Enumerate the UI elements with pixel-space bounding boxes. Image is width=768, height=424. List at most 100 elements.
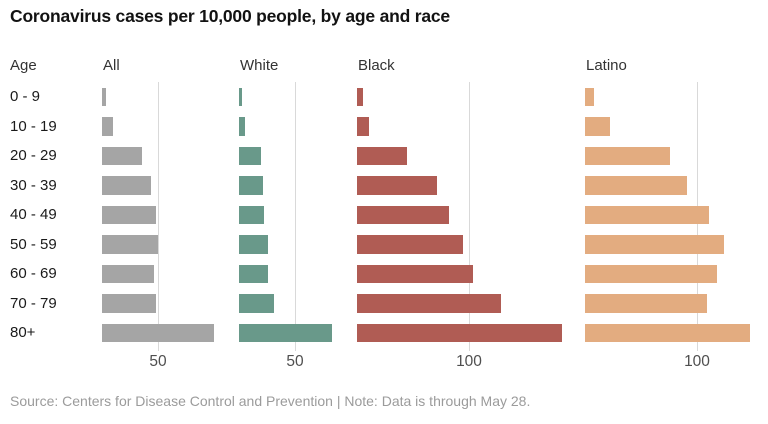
bar xyxy=(102,176,152,195)
bar-row xyxy=(585,171,768,201)
bar-row xyxy=(357,141,585,171)
bar-row xyxy=(102,171,239,201)
bar xyxy=(585,294,708,313)
bar-row xyxy=(239,82,357,112)
bar-row xyxy=(239,318,357,348)
panel-latino: 100 xyxy=(585,82,768,370)
panel-white: 50 xyxy=(239,82,357,370)
bar-row xyxy=(357,318,585,348)
panel-black: 100 xyxy=(357,82,585,370)
bar-row xyxy=(585,200,768,230)
bar-row xyxy=(239,289,357,319)
bar-row xyxy=(102,82,239,112)
axis-gridline xyxy=(295,82,296,351)
bar xyxy=(239,235,269,254)
bar-row xyxy=(357,82,585,112)
axis-tick-label: 50 xyxy=(286,353,304,370)
axis-tick-label: 100 xyxy=(684,353,710,370)
bar xyxy=(102,205,156,224)
bar xyxy=(585,176,687,195)
bar xyxy=(357,117,370,136)
age-label: 50 - 59 xyxy=(10,235,57,253)
bar xyxy=(102,146,143,165)
bar xyxy=(357,87,363,106)
bar xyxy=(102,87,107,106)
bar xyxy=(585,264,718,283)
bar-row xyxy=(239,141,357,171)
bar xyxy=(585,146,671,165)
bar-row xyxy=(102,141,239,171)
bar xyxy=(585,117,610,136)
bar-row xyxy=(239,112,357,142)
age-label: 10 - 19 xyxy=(10,117,57,135)
age-label: 80+ xyxy=(10,324,36,341)
bar-row xyxy=(585,318,768,348)
bar xyxy=(239,117,245,136)
age-label: 60 - 69 xyxy=(10,265,57,282)
bar xyxy=(239,87,243,106)
axis-tick-label: 100 xyxy=(456,353,482,370)
bar-row xyxy=(357,230,585,260)
age-label: 20 - 29 xyxy=(10,147,57,164)
bar-row xyxy=(239,259,357,289)
bar xyxy=(102,264,154,283)
bar xyxy=(357,235,464,254)
series-header-white: White xyxy=(240,57,279,74)
bar xyxy=(239,176,263,195)
bar-row xyxy=(585,259,768,289)
bar xyxy=(357,294,502,313)
bar-row xyxy=(585,141,768,171)
bar-row xyxy=(239,200,357,230)
age-column-header: Age xyxy=(10,57,37,74)
bar xyxy=(585,323,750,342)
series-header-all: All xyxy=(103,57,120,74)
bar xyxy=(585,235,724,254)
age-label: 70 - 79 xyxy=(10,294,57,312)
bar-row xyxy=(102,259,239,289)
series-header-latino: Latino xyxy=(586,57,627,74)
bar-row xyxy=(102,112,239,142)
bar xyxy=(357,176,437,195)
bar-row xyxy=(357,171,585,201)
bar-row xyxy=(239,171,357,201)
bar-row xyxy=(239,230,357,260)
bar xyxy=(239,146,262,165)
bar xyxy=(239,205,264,224)
axis-gridline xyxy=(469,82,470,351)
bar-row xyxy=(102,318,239,348)
bar xyxy=(239,323,332,342)
bar xyxy=(357,205,449,224)
age-axis-labels: 0 - 9 10 - 19 20 - 29 30 - 39 40 - 49 50 - 59… xyxy=(10,82,95,348)
bar-row xyxy=(102,200,239,230)
bar xyxy=(102,294,156,313)
bar xyxy=(102,117,114,136)
bar xyxy=(357,264,474,283)
bar xyxy=(357,323,562,342)
bar xyxy=(585,87,594,106)
axis-gridline xyxy=(158,82,159,351)
bar-row xyxy=(585,82,768,112)
bar xyxy=(102,323,214,342)
chart-title: Coronavirus cases per 10,000 people, by … xyxy=(10,6,450,26)
bar xyxy=(102,235,158,254)
bar xyxy=(357,146,408,165)
bar xyxy=(585,205,710,224)
bar xyxy=(239,294,274,313)
age-label: 0 - 9 xyxy=(10,88,41,105)
panel-all: 50 xyxy=(102,82,239,370)
bar-row xyxy=(585,112,768,142)
bar-row xyxy=(585,289,768,319)
age-label: 40 - 49 xyxy=(10,206,57,223)
bar-row xyxy=(357,112,585,142)
age-label: 30 - 39 xyxy=(10,176,57,194)
bar-row xyxy=(585,230,768,260)
bar-row xyxy=(357,259,585,289)
bar-row xyxy=(357,200,585,230)
bar-row xyxy=(357,289,585,319)
bar-row xyxy=(102,230,239,260)
source-note: Source: Centers for Disease Control and … xyxy=(10,393,531,409)
series-header-black: Black xyxy=(358,57,395,74)
bar-row xyxy=(102,289,239,319)
axis-tick-label: 50 xyxy=(149,353,167,370)
